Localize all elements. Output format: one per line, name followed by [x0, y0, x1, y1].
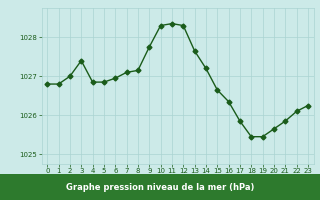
Text: Graphe pression niveau de la mer (hPa): Graphe pression niveau de la mer (hPa) [66, 182, 254, 192]
